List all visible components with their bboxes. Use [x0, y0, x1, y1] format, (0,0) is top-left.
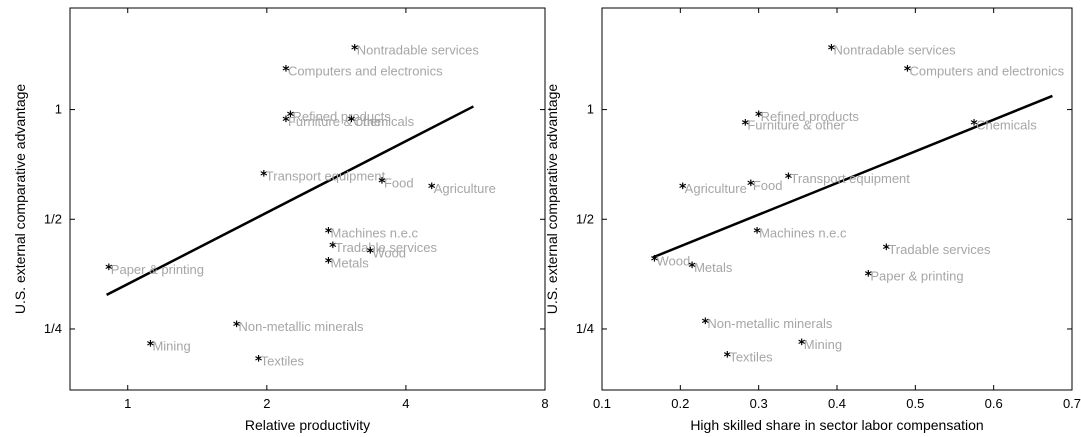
data-point: *	[827, 43, 835, 59]
data-point: *	[286, 109, 294, 125]
data-point: *	[882, 242, 890, 258]
x-axis-label: Relative productivity	[245, 417, 370, 433]
point-label: Furniture & other	[288, 114, 386, 129]
data-point: *	[351, 43, 359, 59]
data-point: *	[378, 176, 386, 192]
point-label: Chemicals	[353, 114, 414, 129]
data-point: *	[688, 260, 696, 276]
point-label: Non-metallic minerals	[707, 316, 832, 331]
data-point: *	[282, 114, 290, 130]
point-label: Agriculture	[434, 181, 496, 196]
point-label: Paper & printing	[870, 269, 963, 284]
x-tick-label: 4	[402, 396, 409, 411]
point-label: Textiles	[729, 350, 773, 365]
y-tick-label: 1	[587, 102, 594, 117]
data-point: *	[324, 225, 332, 241]
point-label: Food	[753, 178, 783, 193]
point-label: Wood	[656, 254, 690, 269]
data-point: *	[903, 64, 911, 80]
x-tick-label: 2	[263, 396, 270, 411]
data-point: *	[105, 262, 113, 278]
point-label: Non-metallic minerals	[239, 319, 364, 334]
fit-line	[106, 105, 474, 297]
point-label: Refined products	[761, 109, 860, 124]
x-tick-label: 0.3	[750, 396, 768, 411]
x-tick-label: 0.4	[828, 396, 846, 411]
fit-line	[652, 94, 1053, 259]
point-label: Tradable services	[888, 242, 991, 257]
point-label: Metals	[331, 256, 370, 271]
data-point: *	[347, 114, 355, 130]
y-tick-label: 1/2	[44, 211, 62, 226]
data-point: *	[741, 118, 749, 134]
x-tick-label: 0.6	[985, 396, 1003, 411]
x-axis-label: High skilled share in sector labor compe…	[690, 417, 983, 433]
data-point: *	[864, 269, 872, 285]
data-point: *	[650, 254, 658, 270]
y-tick-label: 1	[55, 102, 62, 117]
right-chart: 0.1 0.2 0.3 0.4 0.5 0.6 0.7 1/4 1/2 1 High skilled…	[544, 7, 1081, 433]
point-label: Nontradable services	[834, 43, 957, 58]
y-tick-label: 1/4	[576, 321, 594, 336]
plot-frame	[69, 7, 546, 391]
point-label: Mining	[152, 339, 190, 354]
y-tick-label: 1/2	[576, 211, 594, 226]
point-label: Agriculture	[685, 181, 747, 196]
data-point: *	[753, 225, 761, 241]
point-label: Machines n.e.c	[331, 225, 419, 240]
x-tick-label: 0.5	[906, 396, 924, 411]
data-point: *	[784, 171, 792, 187]
point-label: Textiles	[261, 353, 305, 368]
point-label: Tradable services	[335, 240, 438, 255]
data-point: *	[254, 353, 262, 369]
data-point: *	[678, 181, 686, 197]
data-point: *	[747, 178, 755, 194]
data-point: *	[798, 337, 806, 353]
data-point: *	[282, 64, 290, 80]
point-label: Metals	[694, 260, 733, 275]
y-axis-label: U.S. external comparative advantage	[544, 84, 560, 315]
data-point: *	[324, 256, 332, 272]
point-label: Paper & printing	[111, 262, 204, 277]
y-tick-label: 1/4	[44, 321, 62, 336]
point-label: Mining	[804, 337, 842, 352]
point-label: Transport equipment	[266, 168, 386, 183]
data-point: *	[723, 350, 731, 366]
x-tick-label: 8	[541, 396, 548, 411]
x-tick-label: 1	[124, 396, 131, 411]
point-label: Computers and electronics	[288, 64, 443, 79]
data-point: *	[754, 109, 762, 125]
point-label: Machines n.e.c	[759, 225, 847, 240]
data-point: *	[232, 319, 240, 335]
data-point: *	[970, 118, 978, 134]
data-point: *	[701, 316, 709, 332]
point-label: Nontradable services	[357, 43, 480, 58]
x-tick-label: 0.2	[671, 396, 689, 411]
data-point: *	[428, 181, 436, 197]
point-label: Chemicals	[976, 118, 1037, 133]
x-tick-label: 0.1	[593, 396, 611, 411]
data-point: *	[146, 339, 154, 355]
point-label: Computers and electronics	[910, 64, 1065, 79]
y-axis-label: U.S. external comparative advantage	[12, 84, 28, 315]
point-label: Wood	[372, 246, 406, 261]
data-point: *	[329, 240, 337, 256]
left-chart: 1 2 4 8 1/4 1/2 1 Relative productivity U.S. ext…	[12, 7, 549, 433]
point-label: Transport equipment	[790, 171, 910, 186]
data-point: *	[366, 246, 374, 262]
data-point: *	[260, 168, 268, 184]
point-label: Refined products	[292, 109, 391, 124]
point-label: Furniture & other	[747, 118, 845, 133]
point-label: Food	[384, 176, 414, 191]
x-tick-label: 0.7	[1063, 396, 1081, 411]
